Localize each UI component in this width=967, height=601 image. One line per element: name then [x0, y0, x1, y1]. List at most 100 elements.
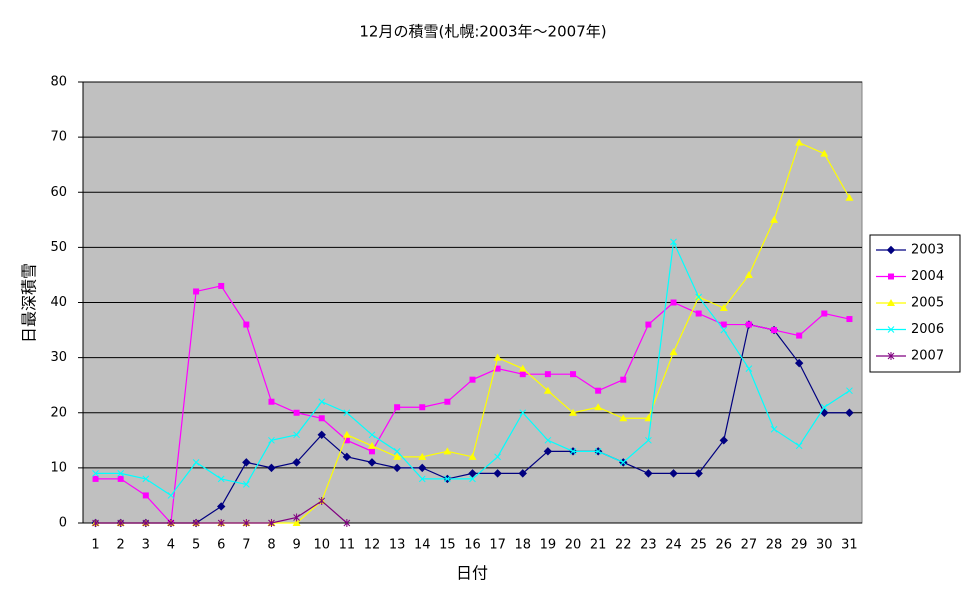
- marker: [142, 475, 150, 483]
- marker: [367, 441, 376, 449]
- marker: [887, 299, 895, 306]
- marker: [443, 447, 452, 455]
- marker: [795, 138, 804, 146]
- marker: [887, 352, 895, 360]
- marker: [595, 387, 602, 394]
- marker: [770, 215, 779, 223]
- x-tick-label: 9: [292, 538, 300, 553]
- marker: [167, 519, 175, 527]
- marker: [368, 448, 375, 455]
- marker: [394, 404, 401, 411]
- marker: [543, 386, 552, 394]
- marker: [846, 387, 853, 395]
- marker: [142, 492, 149, 499]
- x-tick-label: 10: [313, 538, 330, 553]
- x-tick-label: 4: [167, 538, 175, 553]
- marker: [620, 376, 627, 383]
- marker: [821, 310, 828, 317]
- marker: [494, 365, 501, 372]
- marker: [468, 452, 477, 460]
- marker: [694, 469, 703, 478]
- marker: [519, 409, 527, 417]
- marker: [494, 453, 501, 461]
- marker: [720, 326, 728, 334]
- y-tick-label: 50: [50, 240, 67, 255]
- x-tick-label: 30: [816, 538, 833, 553]
- x-axis-title: 日付: [456, 564, 488, 583]
- marker: [493, 469, 502, 478]
- marker: [217, 475, 225, 483]
- marker: [544, 371, 551, 378]
- marker: [419, 404, 426, 411]
- marker: [218, 282, 225, 289]
- marker: [569, 447, 577, 455]
- marker: [192, 459, 200, 466]
- x-tick-label: 21: [590, 538, 607, 553]
- marker: [268, 519, 275, 527]
- x-tick-label: 18: [514, 538, 531, 553]
- marker: [217, 502, 226, 511]
- marker: [342, 452, 352, 462]
- marker: [544, 436, 552, 444]
- marker: [193, 288, 200, 295]
- x-tick-label: 13: [389, 538, 406, 553]
- marker: [418, 452, 427, 460]
- marker: [293, 409, 300, 416]
- marker: [719, 436, 728, 445]
- marker: [142, 519, 150, 527]
- marker: [669, 348, 678, 356]
- y-tick-label: 20: [50, 405, 67, 420]
- marker: [393, 447, 401, 455]
- marker: [887, 326, 895, 333]
- marker: [745, 365, 753, 373]
- marker: [888, 273, 894, 280]
- marker: [594, 447, 602, 455]
- marker: [293, 431, 300, 439]
- marker: [795, 442, 803, 450]
- marker: [886, 245, 896, 255]
- marker: [292, 458, 301, 467]
- marker: [318, 415, 325, 422]
- x-tick-label: 17: [489, 538, 506, 553]
- y-tick-label: 60: [50, 185, 67, 200]
- x-tick-label: 15: [439, 538, 456, 553]
- marker: [645, 436, 652, 444]
- marker: [444, 475, 451, 483]
- marker: [594, 403, 603, 411]
- marker: [820, 403, 828, 411]
- x-tick-label: 6: [217, 538, 225, 553]
- legend-label: 2005: [911, 296, 944, 311]
- marker: [720, 321, 727, 328]
- x-tick-label: 2: [117, 538, 125, 553]
- marker: [669, 469, 678, 478]
- marker: [719, 304, 728, 312]
- marker: [469, 376, 476, 383]
- marker: [343, 437, 350, 444]
- marker: [342, 430, 351, 438]
- marker: [343, 409, 351, 417]
- marker: [292, 519, 301, 526]
- marker: [418, 463, 427, 473]
- marker: [619, 459, 627, 466]
- marker: [117, 475, 124, 482]
- x-tick-label: 26: [716, 538, 733, 553]
- marker: [368, 431, 376, 439]
- marker: [167, 492, 175, 499]
- legend-label: 2004: [911, 269, 944, 284]
- marker: [242, 519, 250, 527]
- x-tick-label: 1: [91, 538, 99, 553]
- marker: [318, 496, 326, 505]
- y-tick-label: 40: [50, 295, 67, 310]
- marker: [117, 519, 125, 527]
- x-tick-label: 27: [741, 538, 758, 553]
- marker: [242, 458, 251, 467]
- marker: [393, 452, 402, 460]
- marker: [543, 447, 553, 456]
- x-tick-label: 23: [640, 538, 657, 553]
- x-tick-label: 11: [339, 538, 356, 553]
- marker: [493, 353, 502, 361]
- marker: [243, 321, 250, 328]
- marker: [670, 299, 677, 306]
- legend-label: 2006: [911, 322, 944, 337]
- marker: [468, 469, 477, 478]
